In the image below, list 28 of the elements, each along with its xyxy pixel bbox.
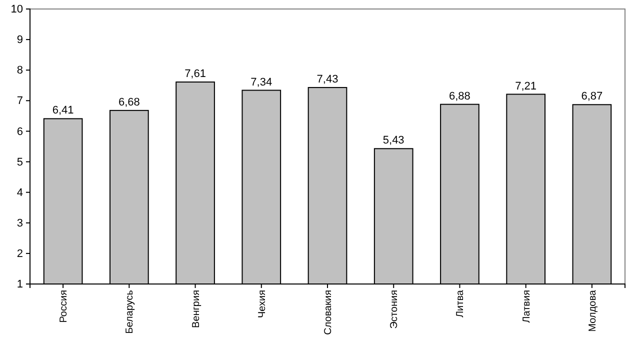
x-tick-label: Венгрия xyxy=(190,290,202,328)
x-tick-label: Россия xyxy=(58,290,70,323)
y-tick-label: 1 xyxy=(16,278,23,291)
data-label: 6,88 xyxy=(449,90,470,102)
data-label: 7,43 xyxy=(316,74,338,86)
x-tick-label: Эстония xyxy=(389,290,400,329)
x-tick-label: Словакия xyxy=(323,290,334,335)
y-tick-label: 7 xyxy=(16,95,23,108)
data-label: 7,21 xyxy=(515,80,537,92)
x-tick-label: Латвия xyxy=(521,290,532,323)
data-label: 6,87 xyxy=(581,90,603,103)
y-tick-label: 10 xyxy=(10,4,23,16)
data-label: 6,68 xyxy=(118,96,140,108)
y-tick-label: 5 xyxy=(16,156,23,168)
data-label: 7,34 xyxy=(250,76,272,88)
y-tick-label: 9 xyxy=(16,34,23,46)
data-label: 7,61 xyxy=(184,68,206,80)
y-tick-label: 2 xyxy=(16,248,23,260)
y-tick-label: 6 xyxy=(16,126,23,138)
data-label: 6,41 xyxy=(52,104,74,117)
x-tick-label: Чехия xyxy=(256,290,268,318)
data-label: 5,43 xyxy=(382,134,404,147)
x-tick-label: Литва xyxy=(455,290,466,318)
y-tick-label: 8 xyxy=(16,64,23,77)
x-tick-label: Беларусь xyxy=(124,290,136,334)
x-tick-label: Молдова xyxy=(587,290,598,332)
y-tick-label: 3 xyxy=(16,217,23,230)
y-tick-label: 4 xyxy=(16,186,23,199)
